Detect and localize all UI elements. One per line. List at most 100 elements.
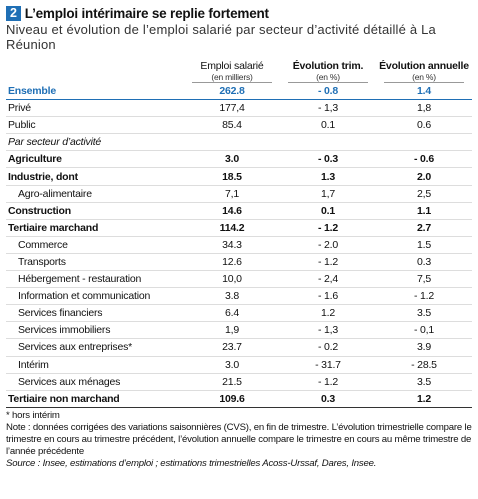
- cell-value: 1.2: [280, 304, 376, 323]
- cell-value: - 1.6: [280, 287, 376, 306]
- cell-value: - 0.2: [280, 338, 376, 357]
- table-row: Intérim 3.0- 31.7- 28.5: [6, 356, 472, 374]
- table-row: Information et communication 3.8- 1.6- 1.…: [6, 287, 472, 306]
- cell-value: 10,0: [184, 270, 280, 289]
- table-row: Par secteur d’activité: [6, 133, 472, 152]
- cell-value: - 1.2: [280, 373, 376, 391]
- cell-value: 3.8: [184, 287, 280, 306]
- table-row: Services immobiliers 1,9- 1,3- 0,1: [6, 321, 472, 340]
- cell-value: 2.7: [376, 219, 472, 237]
- cell-value: 2,5: [376, 185, 472, 203]
- cell-value: 177,4: [184, 99, 280, 118]
- figure-number: 2: [6, 6, 21, 21]
- cell-value: - 1.2: [280, 219, 376, 237]
- cell-value: 3.9: [376, 338, 472, 357]
- row-label: Industrie, dont: [6, 167, 184, 186]
- row-label: Tertiaire non marchand: [6, 390, 184, 408]
- table-row: Privé 177,4- 1,3 1,8: [6, 99, 472, 118]
- row-label: Services financiers: [6, 304, 184, 323]
- table-row: Agriculture 3.0- 0.3- 0.6: [6, 150, 472, 169]
- cell-value: 14.6: [184, 202, 280, 220]
- row-label: Information et communication: [6, 287, 184, 306]
- cell-value: - 28.5: [376, 356, 472, 374]
- table-row: Services aux ménages 21.5- 1.2 3.5: [6, 373, 472, 391]
- cell-value: 3.0: [184, 356, 280, 374]
- cell-value: 0.1: [280, 116, 376, 135]
- row-label: Construction: [6, 202, 184, 220]
- column-title: Emploi salarié: [200, 60, 264, 72]
- cell-value: 21.5: [184, 373, 280, 391]
- cell-value: 1,8: [376, 99, 472, 118]
- row-label: Par secteur d’activité: [6, 133, 472, 152]
- cell-value: 7,1: [184, 185, 280, 203]
- row-label: Transports: [6, 253, 184, 272]
- cell-value: 2.0: [376, 167, 472, 186]
- cell-value: 1,7: [280, 185, 376, 203]
- table-row: Commerce 34.3- 2.0 1.5: [6, 236, 472, 254]
- table-row: Ensemble 262.8- 0.8 1.4: [6, 83, 472, 101]
- note: Note : données corrigées des variations …: [6, 421, 472, 457]
- table-row: Construction 14.6 0.1 1.1: [6, 202, 472, 220]
- row-label: Intérim: [6, 356, 184, 374]
- table-row: Tertiaire non marchand 109.6 0.3 1.2: [6, 390, 472, 408]
- cell-value: - 1,3: [280, 321, 376, 340]
- table-row: Services aux entreprises* 23.7- 0.2 3.9: [6, 338, 472, 357]
- row-label: Public: [6, 116, 184, 135]
- cell-value: 3.0: [184, 150, 280, 169]
- column-title: Évolution trim.: [292, 60, 364, 72]
- row-label: Services aux entreprises*: [6, 338, 184, 357]
- title: L’emploi intérimaire se replie fortement: [24, 6, 269, 21]
- header-row: Emploi salarié (en milliers) Évolution tri…: [6, 60, 472, 83]
- cell-value: 7,5: [376, 270, 472, 289]
- cell-value: 114.2: [184, 219, 280, 237]
- header-cell: [6, 60, 184, 83]
- cell-value: 1,9: [184, 321, 280, 340]
- cell-value: 1.3: [280, 167, 376, 186]
- cell-value: 85.4: [184, 116, 280, 135]
- cell-value: - 2,4: [280, 270, 376, 289]
- cell-value: 262.8: [184, 83, 280, 101]
- table-body: Ensemble 262.8- 0.8 1.4 Privé 177,4- 1,3 1,8 P…: [6, 83, 472, 408]
- header-cell: Évolution trim. (en %): [280, 60, 376, 83]
- cell-value: 3.5: [376, 373, 472, 391]
- row-label: Ensemble: [6, 83, 184, 101]
- row-label: Agro-alimentaire: [6, 185, 184, 203]
- row-label: Services immobiliers: [6, 321, 184, 340]
- cell-value: 1.4: [376, 83, 472, 101]
- column-unit: (en milliers): [192, 72, 272, 83]
- source: Source : Insee, estimations d’emploi ; e…: [6, 457, 377, 469]
- data-table: Emploi salarié (en milliers) Évolution tri…: [6, 60, 472, 408]
- column-unit: (en %): [288, 72, 368, 83]
- table-row: Agro-alimentaire 7,1 1,7 2,5: [6, 185, 472, 203]
- cell-value: 3.5: [376, 304, 472, 323]
- cell-value: 18.5: [184, 167, 280, 186]
- row-label: Services aux ménages: [6, 373, 184, 391]
- row-label: Privé: [6, 99, 184, 118]
- title-bar: 2 L’emploi intérimaire se replie forteme…: [6, 6, 472, 21]
- column-title: Évolution annuelle: [379, 60, 469, 72]
- footer: * hors intérim Note : données corrigées …: [6, 410, 472, 470]
- footnote: * hors intérim: [6, 409, 60, 421]
- cell-value: - 31.7: [280, 356, 376, 374]
- cell-value: - 0.3: [280, 150, 376, 169]
- table-row: Transports 12.6- 1.2 0.3: [6, 253, 472, 272]
- table-head: Emploi salarié (en milliers) Évolution tri…: [6, 60, 472, 83]
- table-row: Hébergement - restauration 10,0- 2,4 7,5: [6, 270, 472, 289]
- cell-value: - 1,3: [280, 99, 376, 118]
- table-row: Services financiers 6.4 1.2 3.5: [6, 304, 472, 323]
- header-cell: Emploi salarié (en milliers): [184, 60, 280, 83]
- row-label: Commerce: [6, 236, 184, 254]
- header-cell: Évolution annuelle (en %): [376, 60, 472, 83]
- cell-value: 0.1: [280, 202, 376, 220]
- cell-value: 0.6: [376, 116, 472, 135]
- cell-value: 34.3: [184, 236, 280, 254]
- column-unit: (en %): [384, 72, 464, 83]
- cell-value: - 0.8: [280, 83, 376, 101]
- cell-value: 1.1: [376, 202, 472, 220]
- table-row: Tertiaire marchand 114.2- 1.2 2.7: [6, 219, 472, 237]
- row-label: Tertiaire marchand: [6, 219, 184, 237]
- cell-value: 12.6: [184, 253, 280, 272]
- cell-value: - 1.2: [376, 287, 472, 306]
- table-row: Industrie, dont 18.5 1.3 2.0: [6, 167, 472, 186]
